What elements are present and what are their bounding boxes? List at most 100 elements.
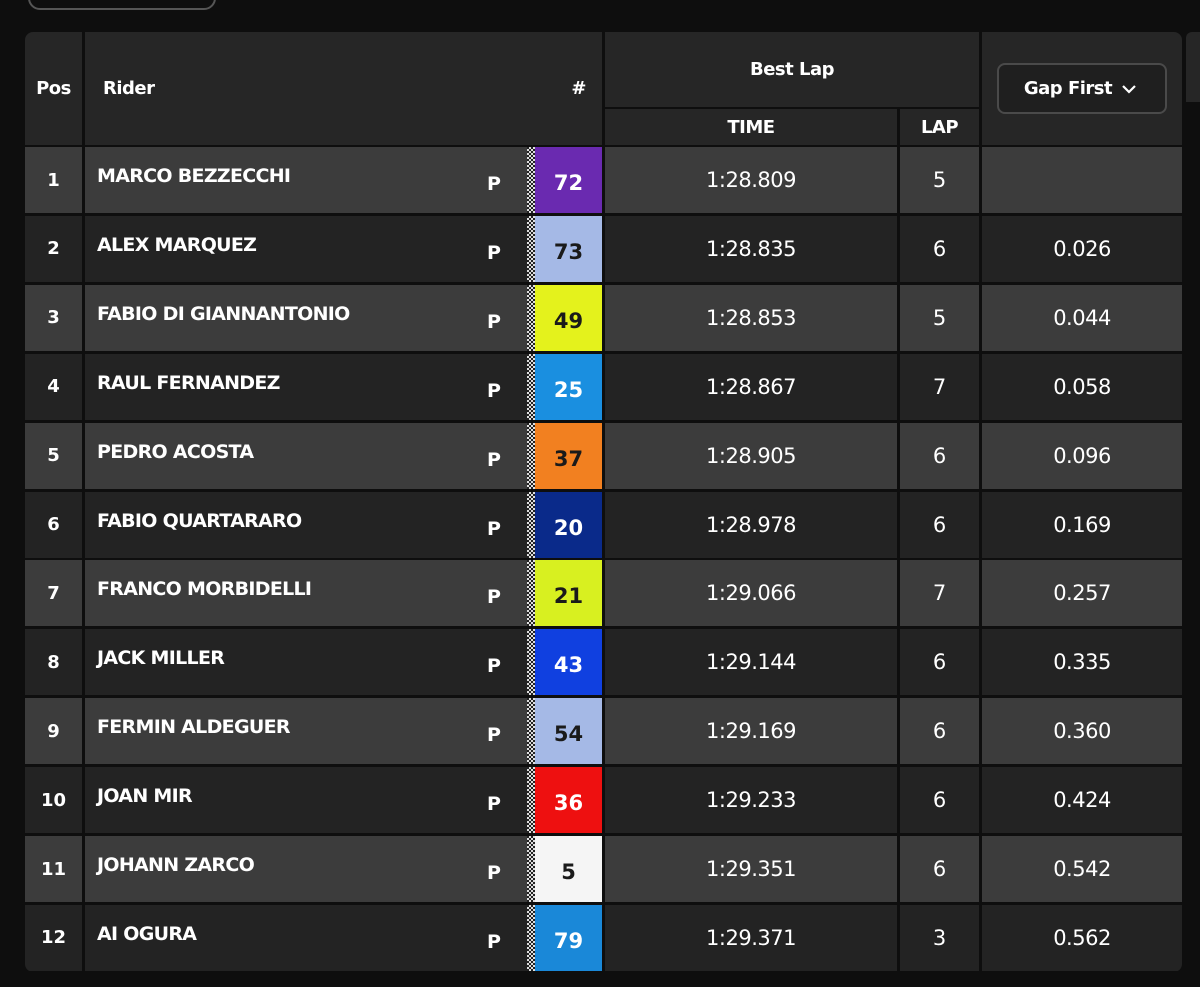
- pos: 1: [25, 147, 82, 213]
- checker: [527, 491, 535, 558]
- checker: [527, 284, 535, 351]
- number-box: 21: [535, 560, 602, 627]
- gap: 0.096: [982, 422, 1182, 489]
- lap: 5: [900, 284, 979, 351]
- pos-header: Pos: [25, 32, 82, 145]
- gap: 0.169: [982, 491, 1182, 558]
- lap: 6: [900, 215, 979, 282]
- gap-button[interactable]: Gap First: [997, 63, 1167, 114]
- rider: PEDRO ACOSTA: [85, 422, 527, 489]
- rider: FABIO QUARTARARO: [85, 491, 527, 558]
- lap: 6: [900, 836, 979, 902]
- pos: 4: [25, 353, 82, 420]
- time-header: TIME: [605, 109, 897, 145]
- lap: 6: [900, 422, 979, 489]
- lap: 6: [900, 491, 979, 558]
- checker: [527, 353, 535, 420]
- flag: P: [487, 241, 501, 264]
- best-lap-header: Best Lap: [605, 32, 979, 107]
- flag: P: [487, 517, 501, 540]
- pos: 3: [25, 284, 82, 351]
- checker: [527, 767, 535, 834]
- time: 1:28.853: [605, 284, 897, 351]
- gap: 0.026: [982, 215, 1182, 282]
- flag: P: [487, 173, 501, 195]
- number-box: 37: [535, 422, 602, 489]
- number-box: 20: [535, 491, 602, 558]
- time: 1:29.351: [605, 836, 897, 902]
- pos: 10: [25, 767, 82, 834]
- lap-header: LAP: [900, 109, 979, 145]
- flag: P: [487, 379, 501, 402]
- gap: 0.044: [982, 284, 1182, 351]
- time: 1:28.809: [605, 147, 897, 213]
- top-button[interactable]: [28, 0, 216, 10]
- time: 1:29.371: [605, 904, 897, 971]
- chevron: [1122, 84, 1136, 94]
- checker: [527, 698, 535, 765]
- number-header: #: [560, 32, 600, 145]
- gap: 0.257: [982, 560, 1182, 627]
- pos: 2: [25, 215, 82, 282]
- gap-label: Gap First: [1023, 78, 1113, 99]
- checker: [527, 629, 535, 696]
- lap: 7: [900, 560, 979, 627]
- right-edge: [1186, 32, 1200, 102]
- gap: 0.562: [982, 904, 1182, 971]
- gap: 0.542: [982, 836, 1182, 902]
- gap: 0.360: [982, 698, 1182, 765]
- time: 1:29.169: [605, 698, 897, 765]
- gap: 0.424: [982, 767, 1182, 834]
- time: 1:28.835: [605, 215, 897, 282]
- number-box: 79: [535, 904, 602, 971]
- gap: 0.335: [982, 629, 1182, 696]
- flag: P: [487, 930, 501, 953]
- checker: [527, 904, 535, 971]
- flag: P: [487, 862, 501, 884]
- rider: RAUL FERNANDEZ: [85, 353, 527, 420]
- time: 1:29.066: [605, 560, 897, 627]
- rider: FABIO DI GIANNANTONIO: [85, 284, 527, 351]
- rider: JACK MILLER: [85, 629, 527, 696]
- number-box: 25: [535, 353, 602, 420]
- table: Pos Rider # Best Lap TIME LAP Gap First 1 MARCO …: [25, 32, 1182, 972]
- pos: 5: [25, 422, 82, 489]
- flag: P: [487, 655, 501, 678]
- pos: 6: [25, 491, 82, 558]
- rider: AI OGURA: [85, 904, 527, 971]
- checker: [527, 147, 535, 213]
- time: 1:28.905: [605, 422, 897, 489]
- number-box: 49: [535, 284, 602, 351]
- rider: JOAN MIR: [85, 767, 527, 834]
- number-box: 54: [535, 698, 602, 765]
- lap: 6: [900, 698, 979, 765]
- rider: FERMIN ALDEGUER: [85, 698, 527, 765]
- number-box: 73: [535, 215, 602, 282]
- lap: 3: [900, 904, 979, 971]
- time: 1:28.867: [605, 353, 897, 420]
- flag: P: [487, 724, 501, 747]
- number-box: 72: [535, 147, 602, 213]
- number-box: 36: [535, 767, 602, 834]
- flag: P: [487, 586, 501, 609]
- rider-header: Rider: [85, 32, 602, 145]
- rider: FRANCO MORBIDELLI: [85, 560, 527, 627]
- lap: 7: [900, 353, 979, 420]
- lap: 5: [900, 147, 979, 213]
- lap: 6: [900, 629, 979, 696]
- pos: 8: [25, 629, 82, 696]
- rider: MARCO BEZZECCHI: [85, 147, 527, 213]
- rider: JOHANN ZARCO: [85, 836, 527, 902]
- flag: P: [487, 448, 501, 471]
- lap: 6: [900, 767, 979, 834]
- pos: 12: [25, 904, 82, 971]
- time: 1:29.233: [605, 767, 897, 834]
- pos: 11: [25, 836, 82, 902]
- number-box: 5: [535, 836, 602, 902]
- pos: 7: [25, 560, 82, 627]
- time: 1:29.144: [605, 629, 897, 696]
- time: 1:28.978: [605, 491, 897, 558]
- flag: P: [487, 310, 501, 333]
- flag: P: [487, 793, 501, 816]
